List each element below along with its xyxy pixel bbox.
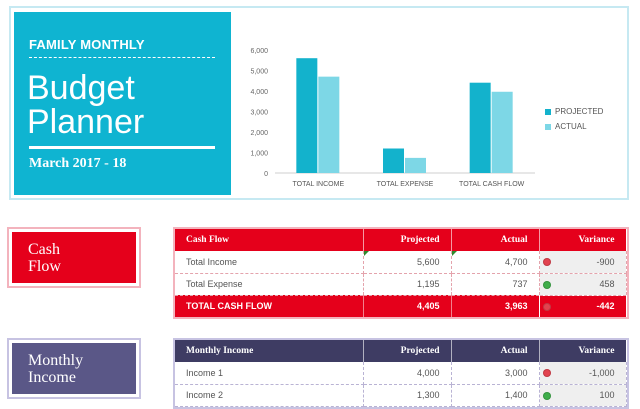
y-tick-label: 1,000 <box>250 151 268 158</box>
bar-projected <box>469 82 491 173</box>
column-header[interactable]: Variance <box>539 229 627 251</box>
table-row: Total Income 5,600 4,700 -900 <box>175 251 627 274</box>
legend-label: ACTUAL <box>555 122 587 131</box>
projected-cell[interactable]: 4,000 <box>363 362 452 385</box>
bar-projected <box>383 148 404 173</box>
bar-actual <box>318 76 340 173</box>
projected-cell[interactable]: 1,195 <box>363 273 452 296</box>
x-tick-label: TOTAL EXPENSE <box>377 181 434 188</box>
comment-marker-icon <box>363 251 369 256</box>
total-projected-cell[interactable]: 4,405 <box>363 295 452 317</box>
table-header-row: Monthly Income Projected Actual Variance <box>175 340 627 362</box>
table-header-row: Cash Flow Projected Actual Variance <box>175 229 627 251</box>
page-title: Budget Planner <box>27 71 144 139</box>
projected-cell[interactable]: 1,300 <box>363 384 452 407</box>
table-row: Total Expense 1,195 737 458 <box>175 273 627 296</box>
row-name-cell[interactable]: Income 2 <box>175 384 364 407</box>
row-name-cell[interactable]: Total Income <box>175 251 364 274</box>
total-row: TOTAL CASH FLOW 4,405 3,963 -442 <box>175 295 627 317</box>
column-header[interactable]: Variance <box>539 340 627 362</box>
column-header[interactable]: Projected <box>363 229 452 251</box>
column-header[interactable]: Actual <box>451 340 540 362</box>
legend-entry: PROJECTED <box>545 104 603 119</box>
actual-cell[interactable]: 4,700 <box>451 251 540 274</box>
column-header[interactable]: Monthly Income <box>175 340 364 362</box>
row-name-cell[interactable]: Income 1 <box>175 362 364 385</box>
cash-flow-label-line-1: Cash <box>28 240 60 258</box>
title-line-1: Budget <box>27 69 135 107</box>
monthly-income-table: Monthly Income Projected Actual Variance… <box>173 338 629 409</box>
variance-cell[interactable]: -900 <box>539 251 627 274</box>
title-rule <box>29 146 215 149</box>
status-dot-icon <box>542 302 551 311</box>
y-tick-label: 5,000 <box>250 69 268 76</box>
legend-swatch <box>545 123 551 130</box>
y-tick-label: 3,000 <box>250 110 268 117</box>
total-name-cell[interactable]: TOTAL CASH FLOW <box>175 295 364 317</box>
row-name-cell[interactable]: Total Expense <box>175 273 364 296</box>
bar-actual <box>405 157 426 173</box>
actual-cell[interactable]: 737 <box>451 273 540 296</box>
total-actual-cell[interactable]: 3,963 <box>451 295 540 317</box>
variance-cell[interactable]: 100 <box>539 384 627 407</box>
monthly-income-label-line-2: Income <box>28 368 76 386</box>
budget-chart: 0 1,000 2,000 3,000 4,000 5,000 6,000 TOTAL INC… <box>250 48 535 188</box>
column-header[interactable]: Actual <box>451 229 540 251</box>
status-dot-icon <box>542 369 551 377</box>
comment-marker-icon <box>451 251 457 256</box>
date-range: March 2017 - 18 <box>29 156 127 171</box>
y-tick-label: 4,000 <box>250 89 268 96</box>
monthly-income-label: Monthly Income <box>12 343 136 394</box>
dotted-divider <box>29 57 215 58</box>
status-dot-icon <box>542 258 551 266</box>
title-line-2: Planner <box>27 103 145 141</box>
legend-entry: ACTUAL <box>545 119 603 134</box>
column-header[interactable]: Cash Flow <box>175 229 364 251</box>
x-tick-label: TOTAL CASH FLOW <box>459 181 525 188</box>
x-tick-label: TOTAL INCOME <box>293 181 345 188</box>
monthly-income-label-frame <box>7 338 141 399</box>
cash-flow-table: Cash Flow Projected Actual Variance Tota… <box>173 227 629 319</box>
status-dot-icon <box>542 280 551 289</box>
y-tick-label: 2,000 <box>250 130 268 137</box>
cash-flow-label-line-2: Flow <box>28 257 61 275</box>
title-block: FAMILY MONTHLY Budget Planner March 2017… <box>14 12 231 195</box>
header-frame <box>9 6 629 200</box>
eyebrow-title: FAMILY MONTHLY <box>29 37 145 52</box>
table-row: Income 1 4,000 3,000 -1,000 <box>175 362 627 385</box>
bar-projected <box>296 58 318 174</box>
bar-actual <box>491 91 513 173</box>
column-header[interactable]: Projected <box>363 340 452 362</box>
chart-legend: PROJECTED ACTUAL <box>545 104 603 134</box>
total-variance-cell[interactable]: -442 <box>539 295 627 317</box>
cash-flow-label: Cash Flow <box>12 232 136 283</box>
status-dot-icon <box>542 391 551 400</box>
legend-swatch <box>545 108 551 115</box>
y-tick-label: 6,000 <box>250 48 268 55</box>
actual-cell[interactable]: 3,000 <box>451 362 540 385</box>
actual-cell[interactable]: 1,400 <box>451 384 540 407</box>
variance-cell[interactable]: -1,000 <box>539 362 627 385</box>
monthly-income-label-line-1: Monthly <box>28 351 84 369</box>
legend-label: PROJECTED <box>555 107 604 116</box>
y-tick-label: 0 <box>264 171 268 178</box>
cash-flow-label-frame <box>7 227 141 288</box>
table-row: Income 2 1,300 1,400 100 <box>175 384 627 407</box>
projected-cell[interactable]: 5,600 <box>363 251 452 274</box>
variance-cell[interactable]: 458 <box>539 273 627 296</box>
